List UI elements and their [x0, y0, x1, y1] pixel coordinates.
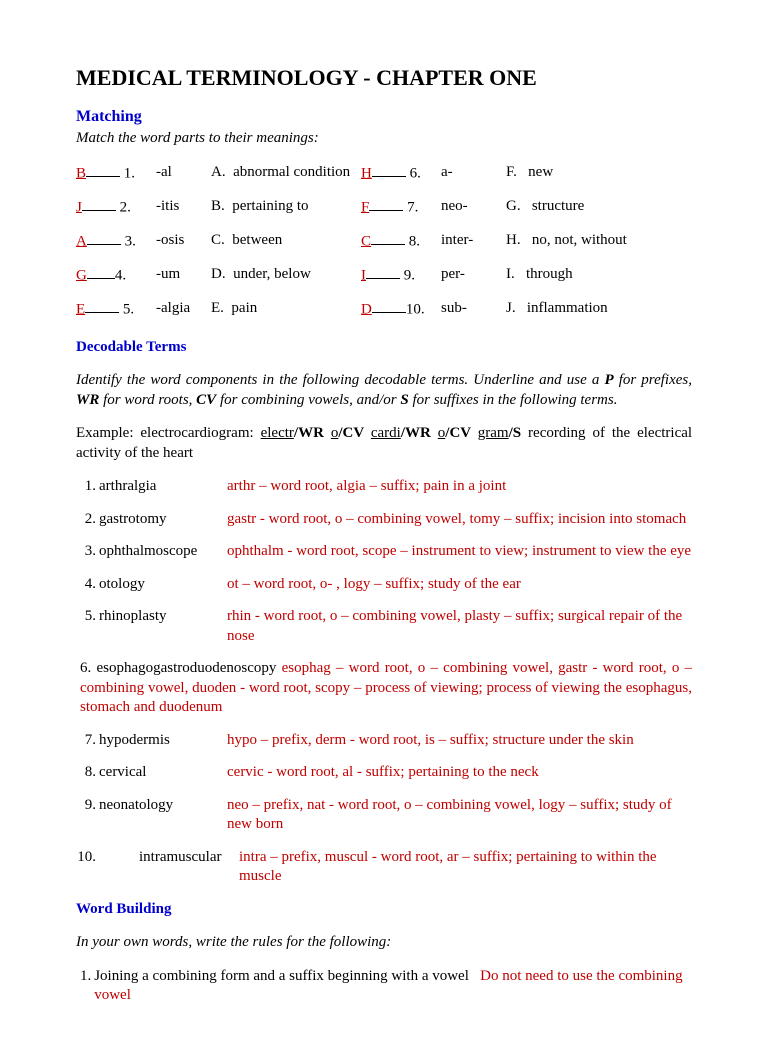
- decodable-item: 9. neonatology neo – prefix, nat - word …: [76, 796, 692, 835]
- match-cell: I 9.: [361, 265, 441, 286]
- decodable-item: 10. intramuscular intra – prefix, muscul…: [64, 848, 692, 887]
- decodable-list: 1. arthralgia arthr – word root, algia –…: [76, 477, 692, 887]
- decodable-instructions: Identify the word components in the foll…: [76, 371, 692, 410]
- match-cell: H. no, not, without: [506, 231, 656, 252]
- decodable-item: 3. ophthalmoscope ophthalm - word root, …: [76, 542, 692, 562]
- wordbuilding-item: 1. Joining a combining form and a suffix…: [76, 967, 692, 1006]
- decodable-item: 4. otology ot – word root, o- , logy – s…: [76, 575, 692, 595]
- match-cell: E. pain: [211, 299, 361, 320]
- matching-instructions: Match the word parts to their meanings:: [76, 129, 692, 149]
- match-cell: -itis: [156, 197, 211, 218]
- match-cell: B. pertaining to: [211, 197, 361, 218]
- match-cell: a-: [441, 163, 506, 184]
- match-cell: A 3.: [76, 231, 156, 252]
- match-cell: sub-: [441, 299, 506, 320]
- match-cell: J. inflammation: [506, 299, 656, 320]
- match-cell: G4.: [76, 265, 156, 286]
- match-cell: per-: [441, 265, 506, 286]
- matching-grid: B 1. -al A. abnormal condition H 6. a- F…: [76, 163, 692, 320]
- match-cell: F. new: [506, 163, 656, 184]
- decodable-item: 8. cervical cervic - word root, al - suf…: [76, 763, 692, 783]
- match-cell: neo-: [441, 197, 506, 218]
- match-cell: E 5.: [76, 299, 156, 320]
- match-cell: J 2.: [76, 197, 156, 218]
- decodable-item: 5. rhinoplasty rhin - word root, o – com…: [76, 607, 692, 646]
- wordbuilding-heading: Word Building: [76, 900, 692, 920]
- wordbuilding-instructions: In your own words, write the rules for t…: [76, 933, 692, 953]
- page-title: MEDICAL TERMINOLOGY - CHAPTER ONE: [76, 64, 692, 93]
- match-cell: B 1.: [76, 163, 156, 184]
- decodable-item: 2. gastrotomy gastr - word root, o – com…: [76, 510, 692, 530]
- match-cell: -al: [156, 163, 211, 184]
- match-cell: -algia: [156, 299, 211, 320]
- decodable-item: 6. esophagogastroduodenoscopy esophag – …: [76, 659, 692, 718]
- match-cell: H 6.: [361, 163, 441, 184]
- decodable-example: Example: electrocardiogram: electr/WR o/…: [76, 424, 692, 463]
- decodable-item: 1. arthralgia arthr – word root, algia –…: [76, 477, 692, 497]
- match-cell: C 8.: [361, 231, 441, 252]
- match-cell: F 7.: [361, 197, 441, 218]
- match-cell: G. structure: [506, 197, 656, 218]
- match-cell: D10.: [361, 299, 441, 320]
- decodable-item: 7. hypodermis hypo – prefix, derm - word…: [76, 731, 692, 751]
- matching-heading: Matching: [76, 107, 692, 128]
- match-cell: C. between: [211, 231, 361, 252]
- match-cell: -osis: [156, 231, 211, 252]
- match-cell: A. abnormal condition: [211, 163, 361, 184]
- decodable-heading: Decodable Terms: [76, 338, 692, 358]
- match-cell: D. under, below: [211, 265, 361, 286]
- match-cell: I. through: [506, 265, 656, 286]
- match-cell: -um: [156, 265, 211, 286]
- match-cell: inter-: [441, 231, 506, 252]
